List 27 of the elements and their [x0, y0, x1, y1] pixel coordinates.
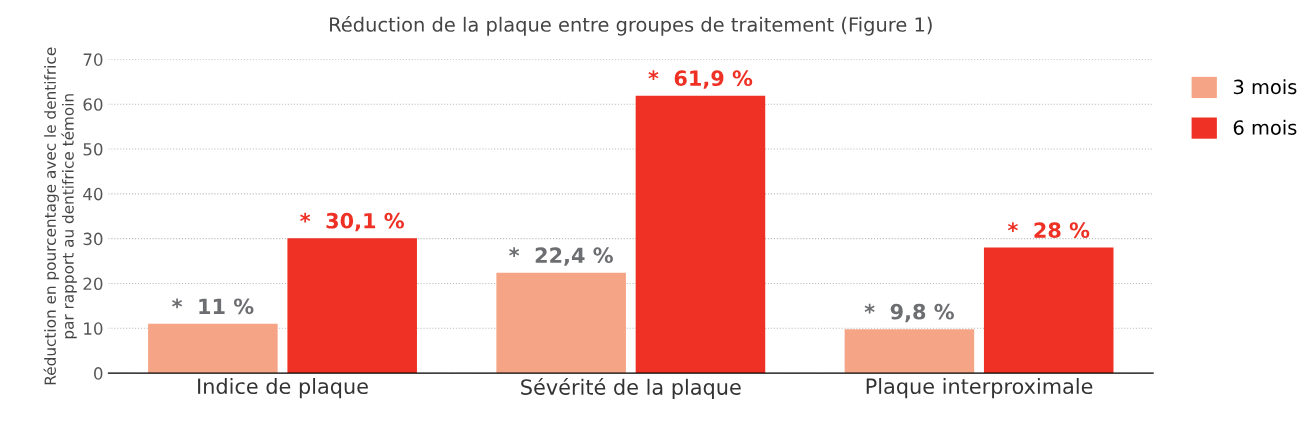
y-axis-title: Réduction en pourcentage avec le dentifrice par rapport au dentifrice témoin — [43, 47, 77, 385]
bar — [496, 272, 626, 374]
chart-title: Réduction de la plaque entre groupes de traitement (Figure 1) — [330, 16, 932, 36]
y-tick-label: 70 — [83, 53, 103, 66]
x-tick-label: Plaque interproximale — [866, 377, 1093, 399]
y-tick-label: 30 — [83, 232, 103, 246]
bar — [635, 95, 766, 374]
y-tick-label: 0 — [94, 367, 103, 380]
y-tick-label: 10 — [84, 322, 103, 335]
data-label: * 61,9 % — [648, 70, 753, 89]
bar — [844, 329, 975, 374]
x-tick-label: Sévérité de la plaque — [521, 377, 741, 399]
y-tick-label: 50 — [83, 142, 103, 156]
data-label: * 28 % — [1007, 222, 1090, 239]
x-tick-label: Indice de plaque — [198, 377, 368, 399]
y-tick-label: 20 — [83, 277, 103, 291]
data-label: * 22,4 % — [509, 247, 613, 266]
data-label: * 9,8 % — [864, 303, 954, 323]
bar — [287, 238, 417, 374]
bar — [148, 323, 278, 374]
data-label: * 30,1 % — [300, 212, 404, 232]
y-tick-label: 40 — [83, 187, 103, 201]
bar — [983, 247, 1114, 374]
y-tick-label: 60 — [83, 98, 103, 111]
legend-label: 3 mois — [1233, 79, 1297, 95]
legend-label: 6 mois — [1233, 119, 1297, 135]
data-label: * 11 % — [172, 298, 254, 315]
